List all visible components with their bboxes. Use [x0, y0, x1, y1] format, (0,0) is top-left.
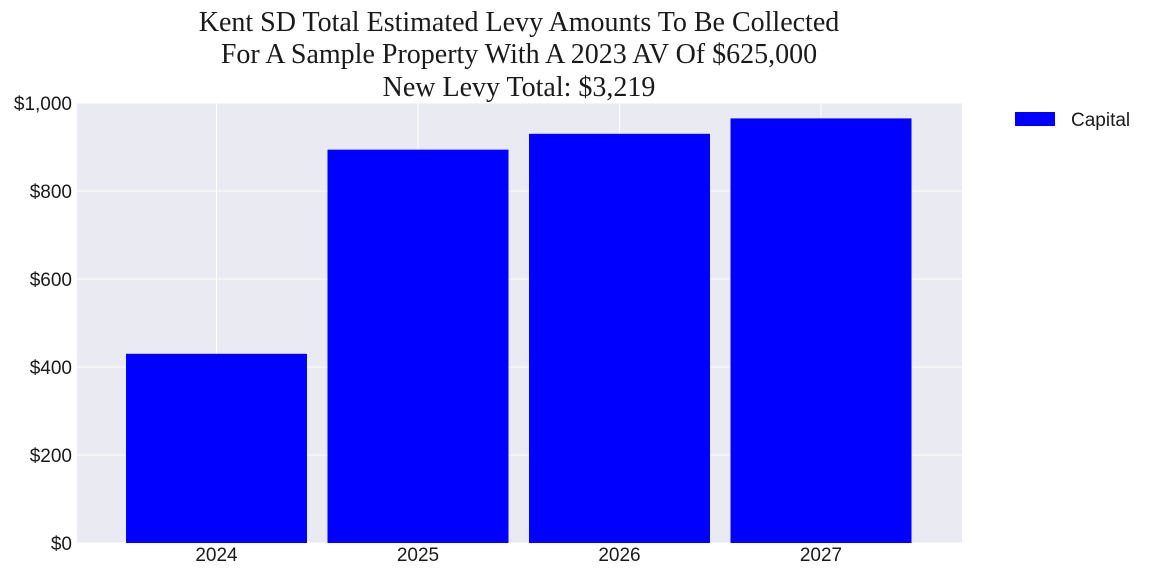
x-tick-label-2026: 2026 — [598, 545, 640, 566]
bar-2024 — [126, 353, 307, 543]
legend-swatch-capital — [1015, 112, 1055, 126]
chart-title-line-1: Kent SD Total Estimated Levy Amounts To … — [199, 7, 840, 38]
y-tick-label-2: $400 — [30, 358, 72, 379]
chart-title: Kent SD Total Estimated Levy Amounts To … — [199, 7, 840, 103]
y-tick-label-0: $0 — [51, 534, 72, 555]
bar-2027 — [730, 118, 912, 544]
y-axis-tick-labels: $0 $200 $400 $600 $800 $1,000 — [14, 94, 72, 555]
chart-title-line-3: New Levy Total: $3,219 — [383, 72, 656, 103]
bar-series-capital — [126, 118, 912, 544]
legend: Capital — [1015, 110, 1130, 131]
y-tick-label-4: $800 — [30, 182, 72, 203]
y-tick-label-5: $1,000 — [14, 94, 72, 115]
bar-2025 — [327, 149, 509, 543]
y-tick-label-1: $200 — [30, 446, 72, 467]
y-tick-label-3: $600 — [30, 270, 72, 291]
x-tick-label-2025: 2025 — [397, 545, 439, 566]
x-tick-label-2024: 2024 — [195, 545, 238, 566]
bar-2026 — [529, 133, 710, 544]
x-axis-tick-labels: 2024 2025 2026 2027 — [195, 545, 842, 566]
legend-label-capital: Capital — [1071, 110, 1130, 131]
chart-title-line-2: For A Sample Property With A 2023 AV Of … — [221, 39, 817, 70]
x-tick-label-2027: 2027 — [800, 545, 842, 566]
